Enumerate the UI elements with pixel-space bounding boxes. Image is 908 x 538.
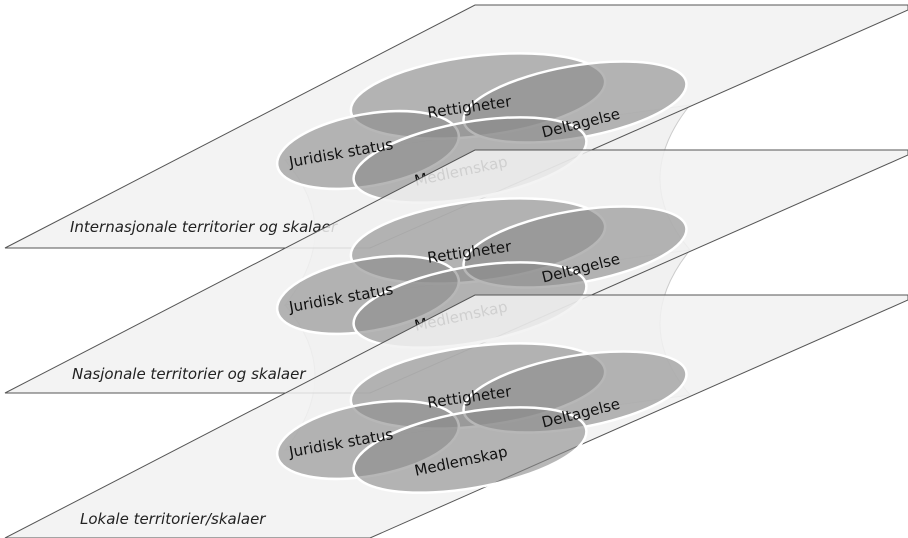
diagram: RettigheterDeltagelseJuridisk statusMedl… [0,0,908,538]
plane-label: Internasjonale territorier og skalaer [70,218,338,236]
plane-label: Lokale territorier/skalaer [80,510,266,528]
plane-label: Nasjonale territorier og skalaer [72,365,306,383]
